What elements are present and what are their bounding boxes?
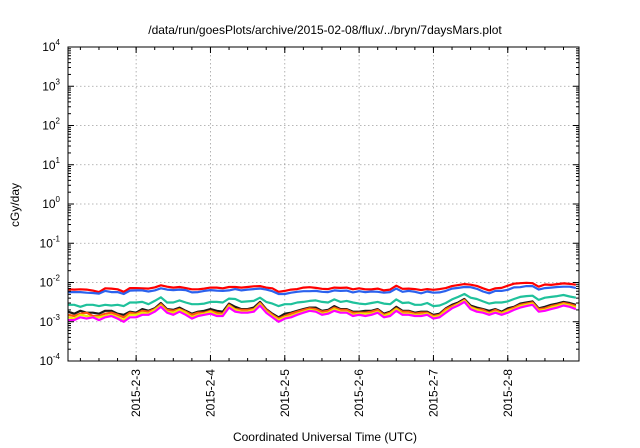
- y-axis-label: cGy/day: [8, 183, 22, 227]
- series-line-3: [68, 292, 577, 308]
- y-tick-exponent: -4: [53, 352, 61, 361]
- x-tick-label: 2015-2-5: [278, 369, 292, 417]
- y-tick-exponent: 1: [56, 156, 61, 165]
- x-tick-label: 2015-2-6: [352, 369, 366, 417]
- x-tick-label: 2015-2-8: [501, 369, 515, 417]
- y-tick-exponent: -1: [53, 234, 61, 243]
- y-tick-exponent: -3: [53, 313, 61, 322]
- x-tick-label: 2015-2-4: [203, 369, 217, 417]
- y-tick-exponent: 2: [56, 117, 61, 126]
- grid: [68, 47, 579, 361]
- y-tick-exponent: 3: [56, 77, 61, 86]
- y-tick-exponent: 4: [56, 38, 61, 47]
- x-axis-label: Coordinated Universal Time (UTC): [233, 430, 417, 444]
- series-line-2: [68, 285, 577, 296]
- x-tick-label: 2015-2-7: [426, 369, 440, 417]
- chart-title: /data/run/goesPlots/archive/2015-02-08/f…: [148, 23, 502, 37]
- series-group: [67, 281, 577, 323]
- series-line-1: [67, 281, 577, 294]
- y-tick-exponent: -2: [53, 274, 61, 283]
- series-line-7: [68, 300, 577, 323]
- x-tick-label: 2015-2-3: [129, 369, 143, 417]
- y-tick-exponent: 0: [56, 195, 61, 204]
